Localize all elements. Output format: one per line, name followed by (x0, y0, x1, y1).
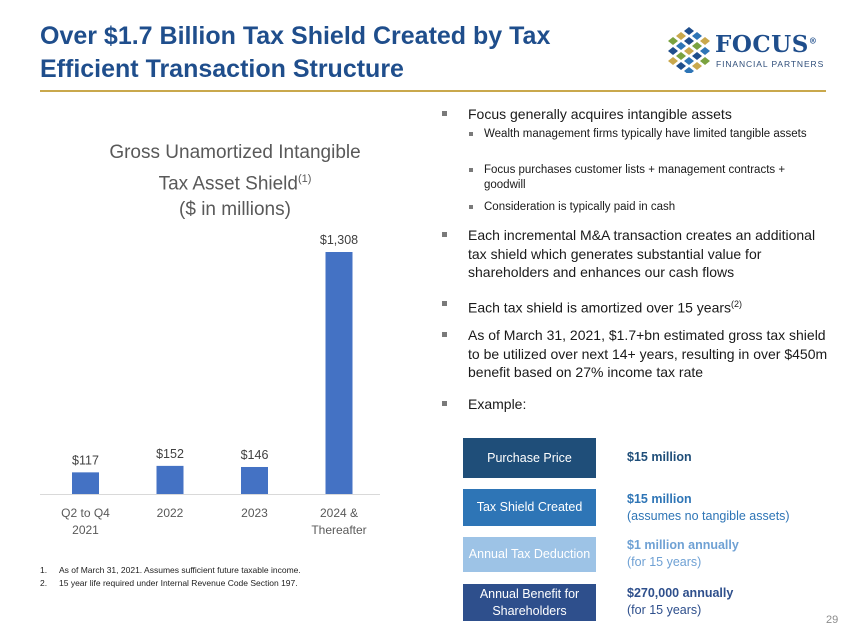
logo-cube (700, 57, 710, 65)
focus-logo: FOCUS® FINANCIAL PARTNERS (667, 27, 827, 77)
bullet-item: Each incremental M&A transaction creates… (440, 226, 828, 282)
tick-label: 2023 (241, 506, 268, 520)
logo-cube (684, 57, 694, 65)
example-box-annual-benefit: Annual Benefit for Shareholders (463, 584, 596, 621)
logo-cube (684, 27, 694, 35)
chart-title-line-2: Tax Asset Shield(1) (158, 173, 312, 195)
header-rule (40, 90, 826, 92)
sub-bullet-item: Consideration is typically paid in cash (468, 200, 824, 215)
bullet-item: As of March 31, 2021, $1.7+bn estimated … (440, 326, 828, 382)
footnote: 1. As of March 31, 2021. Assumes sufficie… (40, 565, 301, 575)
logo-cube (692, 52, 702, 60)
example-value-annual-tax-deduction: $1 million annually (for 15 years) (627, 538, 739, 569)
logo-cube (676, 32, 686, 40)
chart-title-line-1: Gross Unamortized Intangible (109, 142, 361, 163)
data-label: $146 (241, 448, 269, 462)
tick-label: 2022 (157, 506, 184, 520)
logo-wordmark: FOCUS® (715, 31, 818, 58)
logo-cube (676, 42, 686, 50)
bar (72, 472, 99, 494)
sub-bullet-item: Focus purchases customer lists + managem… (468, 163, 824, 193)
logo-cube (692, 62, 702, 70)
logo-cube (700, 47, 710, 55)
example-box-purchase-price: Purchase Price (463, 438, 596, 478)
example-value-purchase-price: $15 million (627, 450, 692, 464)
logo-cube (676, 62, 686, 70)
logo-subtitle: FINANCIAL PARTNERS (716, 59, 825, 69)
chart-title-line-3: ($ in millions) (179, 199, 291, 221)
bar (325, 252, 353, 494)
bar (241, 466, 268, 494)
title-line-2: Efficient Transaction Structure (40, 55, 404, 83)
bar-chart: $117 Q2 to Q4 2021 $152 2022 $146 2023 $1,308 20… (40, 233, 380, 537)
bullet-item: Example: (440, 395, 828, 414)
logo-cube (692, 32, 702, 40)
page-number: 29 (826, 614, 839, 626)
logo-cube (668, 37, 678, 45)
logo-cube (676, 52, 686, 60)
data-label: $1,308 (320, 233, 358, 247)
footnote: 2. 15 year life required under Internal R… (40, 578, 298, 588)
example-value-annual-benefit: $270,000 annually (for 15 years) (627, 586, 734, 617)
focus-logo-mark-icon (668, 27, 710, 73)
footnotes: 1. As of March 31, 2021. Assumes sufficie… (40, 564, 301, 590)
bar (156, 465, 184, 494)
chart-title: Gross Unamortized Intangible Tax Asset S… (60, 140, 410, 223)
logo-cube (668, 47, 678, 55)
logo-cube (692, 42, 702, 50)
tick-label: Q2 to Q4 (61, 506, 110, 520)
logo-cube (700, 37, 710, 45)
tick-label: 2021 (72, 523, 99, 537)
data-label: $152 (156, 447, 184, 461)
logo-cube (684, 67, 694, 73)
page-title: Over $1.7 Billion Tax Shield Created by … (40, 20, 640, 86)
tick-label: 2024 & (320, 506, 358, 520)
logo-cube (668, 57, 678, 65)
logo-cube (684, 47, 694, 55)
logo-cube (684, 37, 694, 45)
bullet-item: Focus generally acquires intangible asse… (440, 105, 828, 124)
bullet-item: Each tax shield is amortized over 15 yea… (440, 295, 828, 317)
example-value-tax-shield-created: $15 million (assumes no tangible assets) (627, 492, 790, 523)
example-box-tax-shield-created: Tax Shield Created (463, 489, 596, 526)
example-box-annual-tax-deduction: Annual Tax Deduction (463, 537, 596, 572)
title-line-1: Over $1.7 Billion Tax Shield Created by … (40, 22, 551, 50)
data-label: $117 (72, 453, 99, 467)
sub-bullet-item: Wealth management firms typically have l… (468, 127, 824, 142)
tick-label: Thereafter (311, 523, 366, 537)
